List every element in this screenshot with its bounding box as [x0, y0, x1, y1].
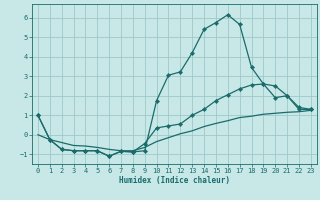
X-axis label: Humidex (Indice chaleur): Humidex (Indice chaleur): [119, 176, 230, 185]
